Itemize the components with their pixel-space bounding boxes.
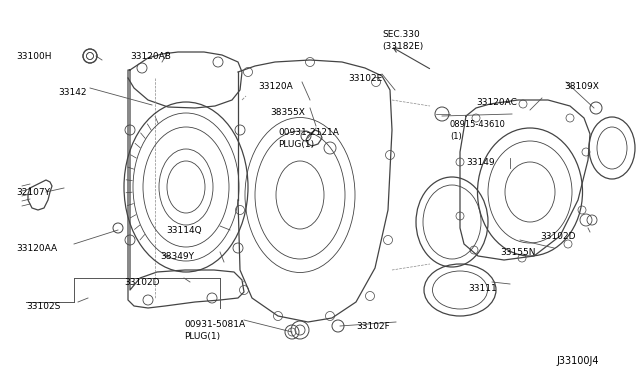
Text: J33100J4: J33100J4 xyxy=(556,356,598,366)
Text: (1): (1) xyxy=(450,132,461,141)
Text: 33102D: 33102D xyxy=(124,278,159,287)
Text: 33114Q: 33114Q xyxy=(166,226,202,235)
Text: 33102S: 33102S xyxy=(26,302,60,311)
Text: 38109X: 38109X xyxy=(564,82,599,91)
Text: 33102E: 33102E xyxy=(348,74,382,83)
Text: 33100H: 33100H xyxy=(17,52,52,61)
Text: 33111: 33111 xyxy=(468,284,497,293)
Text: 32107Y: 32107Y xyxy=(16,188,50,197)
Text: (33182E): (33182E) xyxy=(382,42,423,51)
Text: 00931-2121A: 00931-2121A xyxy=(278,128,339,137)
Text: 33102D: 33102D xyxy=(540,232,575,241)
Text: 08915-43610: 08915-43610 xyxy=(450,120,506,129)
Text: 38349Y: 38349Y xyxy=(160,252,194,261)
Text: SEC.330: SEC.330 xyxy=(382,30,420,39)
Text: 33155N: 33155N xyxy=(500,248,536,257)
Text: 33120AA: 33120AA xyxy=(16,244,57,253)
Text: 33149: 33149 xyxy=(466,158,495,167)
Text: PLUG(1): PLUG(1) xyxy=(278,140,314,149)
Text: 33142: 33142 xyxy=(58,88,86,97)
Text: 33120AC: 33120AC xyxy=(476,98,517,107)
Text: 38355X: 38355X xyxy=(270,108,305,117)
Text: 33120A: 33120A xyxy=(258,82,292,91)
Text: PLUG(1): PLUG(1) xyxy=(184,332,220,341)
Text: 33120AB: 33120AB xyxy=(130,52,171,61)
Text: 33102F: 33102F xyxy=(356,322,390,331)
Text: 00931-5081A: 00931-5081A xyxy=(184,320,245,329)
